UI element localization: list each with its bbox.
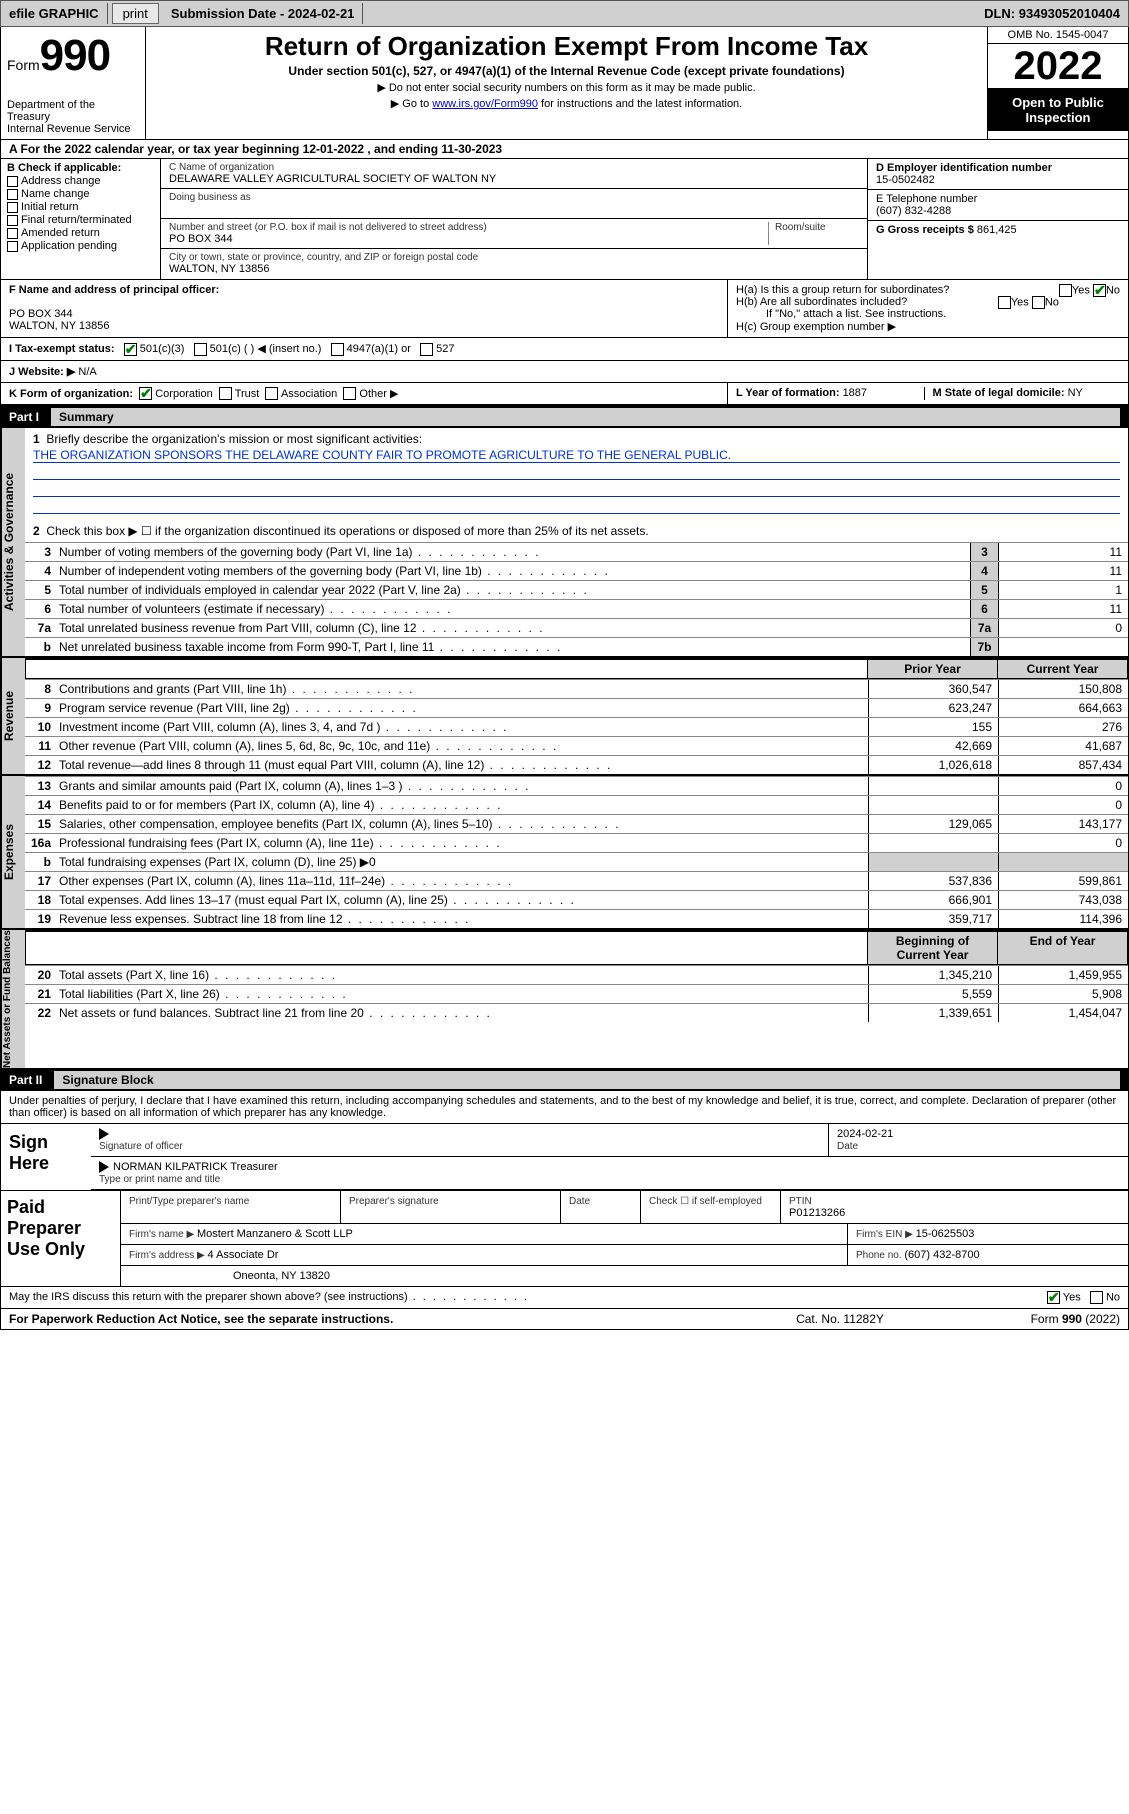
gov-row: 3Number of voting members of the governi… [25, 542, 1128, 561]
net-row: 21Total liabilities (Part X, line 26)5,5… [25, 984, 1128, 1003]
tax-year: 2022 [988, 44, 1128, 89]
mission-block: 1 Briefly describe the organization's mi… [25, 428, 1128, 520]
side-expenses: Expenses [1, 776, 25, 928]
exp-row: 17Other expenses (Part IX, column (A), l… [25, 871, 1128, 890]
website: N/A [78, 366, 96, 378]
perjury-declaration: Under penalties of perjury, I declare th… [1, 1091, 1128, 1124]
gov-row: bNet unrelated business taxable income f… [25, 637, 1128, 656]
dln: DLN: 93493052010404 [976, 3, 1128, 24]
gov-row: 7aTotal unrelated business revenue from … [25, 618, 1128, 637]
section-i: I Tax-exempt status: 501(c)(3) 501(c) ( … [0, 338, 1129, 361]
submission-date: Submission Date - 2024-02-21 [163, 3, 364, 24]
net-row: 20Total assets (Part X, line 16)1,345,21… [25, 965, 1128, 984]
section-klm: K Form of organization: Corporation Trus… [0, 383, 1129, 406]
row-a-tax-year: A For the 2022 calendar year, or tax yea… [0, 140, 1129, 159]
part-1-header: Part I Summary [1, 406, 1128, 428]
form-year-block: OMB No. 1545-0047 2022 Open to Public In… [988, 27, 1128, 139]
ein: 15-0502482 [876, 174, 935, 186]
form-note-link: ▶ Go to www.irs.gov/Form990 for instruct… [154, 97, 979, 110]
gov-row: 6Total number of volunteers (estimate if… [25, 599, 1128, 618]
section-bcd: B Check if applicable: Address change Na… [0, 159, 1129, 279]
col-d-ein-tel: D Employer identification number 15-0502… [868, 159, 1128, 279]
dept-label: Department of the Treasury Internal Reve… [7, 99, 139, 135]
gov-row: 4Number of independent voting members of… [25, 561, 1128, 580]
org-street: PO BOX 344 [169, 233, 762, 245]
net-row: 22Net assets or fund balances. Subtract … [25, 1003, 1128, 1022]
exp-row: 15Salaries, other compensation, employee… [25, 814, 1128, 833]
side-revenue: Revenue [1, 658, 25, 774]
sig-date: 2024-02-21 [837, 1128, 893, 1140]
sign-here-label: Sign Here [1, 1124, 91, 1190]
side-net-assets: Net Assets or Fund Balances [1, 930, 25, 1068]
part-1-summary: Part I Summary Activities & Governance 1… [0, 405, 1129, 1069]
paid-preparer-block: Paid Preparer Use Only Print/Type prepar… [0, 1191, 1129, 1287]
rev-row: 8Contributions and grants (Part VIII, li… [25, 679, 1128, 698]
ptin: P01213266 [789, 1207, 845, 1219]
form-note-ssn: ▶ Do not enter social security numbers o… [154, 81, 979, 94]
firm-name: Mostert Manzanero & Scott LLP [197, 1228, 353, 1240]
section-fh: F Name and address of principal officer:… [0, 279, 1129, 338]
firm-ein: 15-0625503 [916, 1228, 975, 1240]
principal-officer: PO BOX 344 WALTON, NY 13856 [9, 308, 109, 332]
irs-link[interactable]: www.irs.gov/Form990 [432, 98, 538, 110]
form-title: Return of Organization Exempt From Incom… [154, 31, 979, 62]
form-header: Form990 Department of the Treasury Inter… [0, 27, 1129, 140]
discuss-row: May the IRS discuss this return with the… [0, 1287, 1129, 1309]
section-j: J Website: ▶ N/A [0, 361, 1129, 383]
firm-addr2: Oneonta, NY 13820 [233, 1270, 330, 1282]
col-c-org-info: C Name of organization DELAWARE VALLEY A… [161, 159, 868, 279]
rev-row: 11Other revenue (Part VIII, column (A), … [25, 736, 1128, 755]
signature-block: Under penalties of perjury, I declare th… [0, 1091, 1129, 1191]
top-toolbar: efile GRAPHIC print Submission Date - 20… [0, 0, 1129, 27]
exp-row: 16aProfessional fundraising fees (Part I… [25, 833, 1128, 852]
exp-row: bTotal fundraising expenses (Part IX, co… [25, 852, 1128, 871]
rev-row: 9Program service revenue (Part VIII, lin… [25, 698, 1128, 717]
exp-row: 14Benefits paid to or for members (Part … [25, 795, 1128, 814]
rev-row: 10Investment income (Part VIII, column (… [25, 717, 1128, 736]
form-title-block: Return of Organization Exempt From Incom… [146, 27, 988, 139]
page-footer: For Paperwork Reduction Act Notice, see … [0, 1309, 1129, 1330]
gov-row: 5Total number of individuals employed in… [25, 580, 1128, 599]
part-2-header: Part II Signature Block [0, 1069, 1129, 1091]
officer-name: NORMAN KILPATRICK Treasurer [113, 1161, 278, 1173]
exp-row: 13Grants and similar amounts paid (Part … [25, 776, 1128, 795]
omb-number: OMB No. 1545-0047 [988, 27, 1128, 44]
firm-addr1: 4 Associate Dr [208, 1249, 279, 1261]
mission-text: THE ORGANIZATION SPONSORS THE DELAWARE C… [33, 448, 1120, 463]
org-name: DELAWARE VALLEY AGRICULTURAL SOCIETY OF … [169, 173, 859, 185]
gross-receipts: 861,425 [977, 224, 1017, 236]
firm-phone: (607) 432-8700 [904, 1249, 979, 1261]
telephone: (607) 832-4288 [876, 205, 951, 217]
form-subtitle: Under section 501(c), 527, or 4947(a)(1)… [154, 64, 979, 78]
col-b-checkboxes: B Check if applicable: Address change Na… [1, 159, 161, 279]
rev-row: 12Total revenue—add lines 8 through 11 (… [25, 755, 1128, 774]
exp-row: 18Total expenses. Add lines 13–17 (must … [25, 890, 1128, 909]
print-button[interactable]: print [112, 3, 159, 24]
side-governance: Activities & Governance [1, 428, 25, 656]
org-city: WALTON, NY 13856 [169, 263, 859, 275]
form-id-block: Form990 Department of the Treasury Inter… [1, 27, 146, 139]
efile-label: efile GRAPHIC [1, 3, 108, 24]
open-public-badge: Open to Public Inspection [988, 89, 1128, 131]
exp-row: 19Revenue less expenses. Subtract line 1… [25, 909, 1128, 928]
